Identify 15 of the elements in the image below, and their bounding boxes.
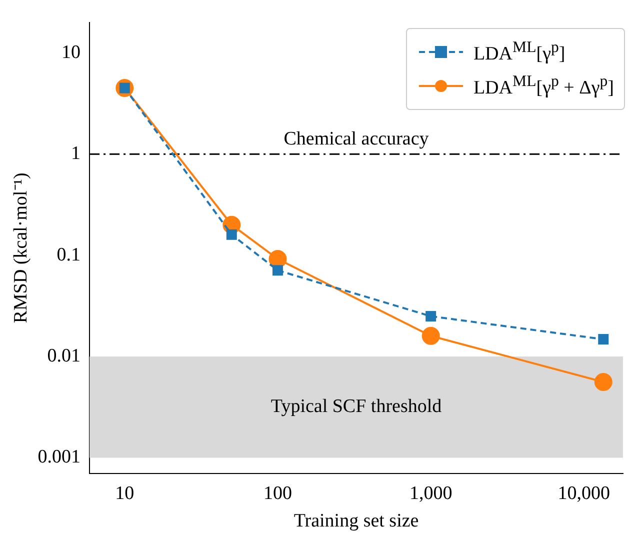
- legend-label: LDA$^{ML}$[γ$^{p}$]: [473, 38, 566, 66]
- y-tick-label: 0.001: [38, 446, 81, 468]
- x-axis-title: Training set size: [294, 510, 419, 532]
- band-label: Typical SCF threshold: [270, 396, 442, 418]
- y-tick-label: 0.01: [47, 345, 81, 366]
- legend-label: LDA$^{ML}$[γ$^{p}$ + Δγ$^{p}$]: [473, 72, 614, 100]
- ref-line-label: Chemical accuracy: [284, 128, 430, 150]
- y-tick-label: 10: [62, 42, 81, 63]
- y-tick-label: 0.1: [56, 244, 81, 266]
- x-tick-label: 10,000: [558, 482, 610, 504]
- x-tick-label: 100: [263, 482, 292, 504]
- y-tick-label: 1: [71, 143, 81, 164]
- x-tick-label: 1,000: [409, 482, 452, 504]
- x-tick-label: 10: [115, 482, 134, 504]
- y-axis-title: RMSD (kcal·mol⁻¹): [10, 172, 32, 324]
